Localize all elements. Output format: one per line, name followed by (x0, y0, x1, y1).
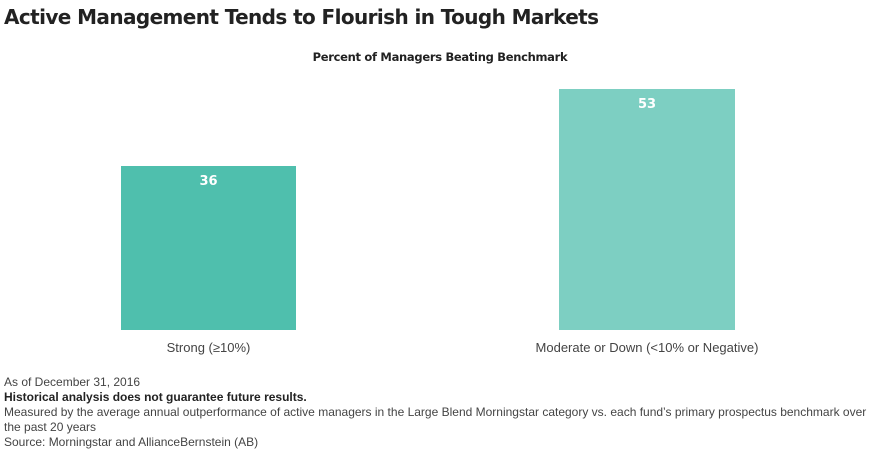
disclaimer: Historical analysis does not guarantee f… (4, 390, 307, 404)
chart-title: Active Management Tends to Flourish in T… (4, 5, 599, 29)
bar-strong: 36 (121, 166, 296, 330)
chart-subtitle: Percent of Managers Beating Benchmark (312, 50, 568, 64)
methodology-note: Measured by the average annual outperfor… (4, 405, 867, 434)
category-label-strong: Strong (≥10%) (166, 340, 251, 355)
category-label-moderate-or-down: Moderate or Down (<10% or Negative) (535, 340, 759, 355)
as-of-date: As of December 31, 2016 (4, 375, 141, 389)
bar-value-label: 53 (637, 97, 657, 112)
source-note: Source: Morningstar and AllianceBernstei… (4, 435, 259, 449)
bar-moderate-or-down: 53 (559, 89, 735, 330)
bar-value-label: 36 (199, 174, 218, 189)
footnotes: As of December 31, 2016 Historical analy… (4, 375, 874, 450)
